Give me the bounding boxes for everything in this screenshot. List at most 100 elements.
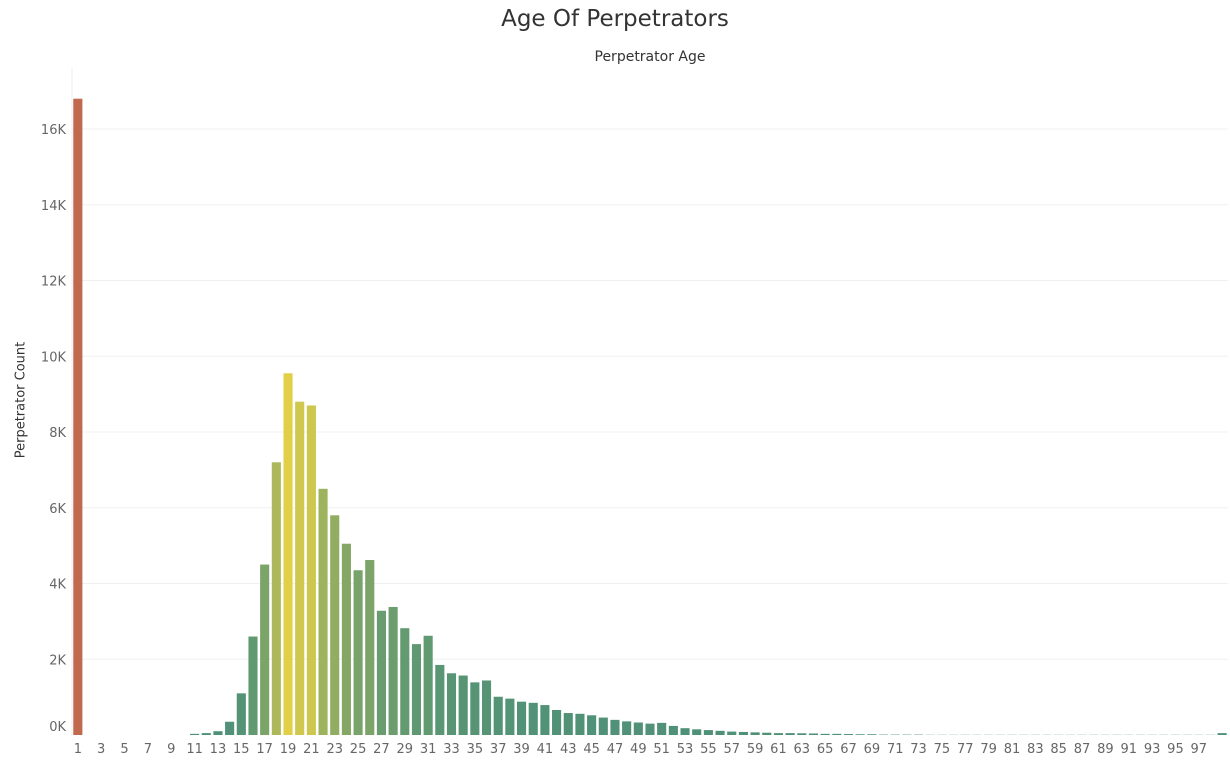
x-tick-label: 17 bbox=[256, 742, 273, 757]
bar-age-37 bbox=[493, 696, 503, 735]
x-tick-label: 55 bbox=[700, 742, 717, 757]
x-tick-label: 5 bbox=[120, 742, 128, 757]
y-tick-label: 4K bbox=[49, 578, 66, 593]
bar-age-63 bbox=[797, 733, 807, 735]
bar-age-49 bbox=[633, 722, 643, 735]
x-tick-label: 15 bbox=[233, 742, 250, 757]
x-tick-label: 37 bbox=[490, 742, 507, 757]
bar-age-31 bbox=[423, 635, 433, 735]
x-axis-ticks: 1 3 5 7 9 11 13 15 17 19 21 23 25 27 29 31 33 35 37 39 41 43 4… bbox=[74, 742, 1207, 757]
bar-age-54 bbox=[692, 729, 702, 735]
x-tick-label: 57 bbox=[723, 742, 740, 757]
x-tick-label: 49 bbox=[630, 742, 647, 757]
x-tick-label: 39 bbox=[513, 742, 530, 757]
x-tick-label: 59 bbox=[747, 742, 764, 757]
x-tick-label: 25 bbox=[350, 742, 367, 757]
bar-age-21 bbox=[306, 405, 316, 735]
bar-age-44 bbox=[575, 713, 585, 735]
bar-age-18 bbox=[271, 462, 281, 735]
bar-age-56 bbox=[715, 730, 725, 735]
x-tick-label: 51 bbox=[653, 742, 670, 757]
bar-age-50 bbox=[645, 723, 655, 735]
x-tick-label: 75 bbox=[934, 742, 951, 757]
x-tick-label: 23 bbox=[326, 742, 343, 757]
x-tick-label: 9 bbox=[167, 742, 175, 757]
x-tick-label: 79 bbox=[980, 742, 997, 757]
bar-age-25 bbox=[353, 570, 363, 735]
y-tick-label: 0K bbox=[49, 720, 66, 735]
bars bbox=[73, 98, 1227, 735]
x-tick-label: 45 bbox=[583, 742, 600, 757]
bar-age-28 bbox=[388, 606, 398, 735]
x-tick-label: 31 bbox=[420, 742, 437, 757]
bar-age-16 bbox=[248, 636, 258, 735]
bar-age-53 bbox=[680, 728, 690, 735]
x-tick-label: 27 bbox=[373, 742, 390, 757]
bar-age-17 bbox=[260, 564, 270, 735]
bar-age-1 bbox=[73, 98, 83, 735]
y-tick-label: 6K bbox=[49, 502, 66, 517]
x-tick-label: 47 bbox=[607, 742, 624, 757]
bar-age-43 bbox=[563, 713, 573, 735]
x-tick-label: 71 bbox=[887, 742, 904, 757]
y-tick-label: 14K bbox=[41, 199, 67, 214]
bar-age-68 bbox=[855, 734, 865, 735]
x-tick-label: 19 bbox=[280, 742, 297, 757]
x-tick-label: 13 bbox=[210, 742, 227, 757]
x-tick-label: 33 bbox=[443, 742, 460, 757]
x-tick-label: 41 bbox=[537, 742, 554, 757]
x-tick-label: 95 bbox=[1167, 742, 1184, 757]
x-tick-label: 21 bbox=[303, 742, 320, 757]
bar-age-38 bbox=[505, 698, 515, 735]
bar-age-32 bbox=[435, 664, 445, 735]
bar-age-30 bbox=[411, 644, 422, 735]
x-tick-label: 89 bbox=[1097, 742, 1114, 757]
bar-age-29 bbox=[400, 628, 410, 735]
bar-age-57 bbox=[727, 731, 737, 735]
y-tick-label: 16K bbox=[41, 123, 67, 138]
bar-age-33 bbox=[446, 673, 457, 735]
x-tick-label: 85 bbox=[1050, 742, 1067, 757]
bar-age-27 bbox=[376, 610, 386, 735]
y-tick-label: 10K bbox=[41, 350, 67, 365]
x-tick-label: 53 bbox=[677, 742, 694, 757]
x-tick-label: 67 bbox=[840, 742, 857, 757]
y-tick-label: 2K bbox=[49, 653, 66, 668]
bar-age-11 bbox=[190, 733, 200, 735]
y-tick-label: 12K bbox=[41, 275, 67, 290]
x-tick-label: 11 bbox=[186, 742, 203, 757]
bar-age-47 bbox=[610, 719, 620, 735]
x-tick-label: 87 bbox=[1074, 742, 1091, 757]
bar-age-67 bbox=[843, 734, 854, 735]
bar-age-36 bbox=[481, 680, 492, 735]
x-tick-label: 3 bbox=[97, 742, 105, 757]
bar-age-12 bbox=[201, 733, 211, 735]
bar-age-20 bbox=[295, 401, 305, 735]
x-tick-label: 83 bbox=[1027, 742, 1044, 757]
bar-age-46 bbox=[598, 717, 608, 735]
bar-age-19 bbox=[283, 373, 293, 735]
x-tick-label: 63 bbox=[794, 742, 811, 757]
bar-age-69 bbox=[867, 734, 877, 735]
bar-age-23 bbox=[330, 515, 340, 735]
bar-age-60 bbox=[762, 732, 772, 735]
bar-age-14 bbox=[225, 721, 235, 735]
y-tick-label: 8K bbox=[49, 426, 66, 441]
x-tick-label: 1 bbox=[74, 742, 82, 757]
bar-age-24 bbox=[341, 543, 351, 735]
bar-age-52 bbox=[668, 725, 678, 735]
bar-age-45 bbox=[587, 715, 597, 735]
y-axis-ticks: 0K 2K 4K 6K 8K 10K 12K 14K 16K bbox=[41, 123, 67, 735]
bar-age-35 bbox=[470, 682, 480, 735]
bar-age-15 bbox=[236, 693, 246, 735]
bar-age-48 bbox=[622, 721, 632, 735]
gridlines bbox=[71, 68, 1228, 735]
chart-title: Age Of Perpetrators bbox=[501, 6, 729, 32]
x-tick-label: 77 bbox=[957, 742, 974, 757]
bar-age-59 bbox=[750, 732, 760, 735]
bar-age-26 bbox=[365, 560, 375, 735]
bar-age-65 bbox=[820, 733, 830, 735]
bar-age-66 bbox=[832, 733, 842, 735]
x-tick-label: 29 bbox=[397, 742, 414, 757]
